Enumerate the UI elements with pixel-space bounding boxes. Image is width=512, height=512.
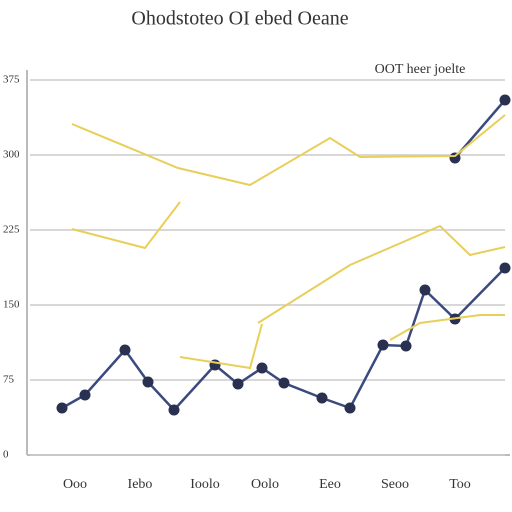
x-tick-label: Iebo <box>128 477 153 492</box>
x-tick-label: Seoo <box>381 477 409 492</box>
point-marker <box>119 344 131 356</box>
y-tick-label: 225 <box>3 224 20 236</box>
chart-title: Ohodstoteo OI ebed Oeane <box>131 8 348 30</box>
x-tick-label: Oolo <box>251 477 279 492</box>
y-tick-label: 300 <box>3 149 20 161</box>
y-tick-label: 375 <box>3 74 20 86</box>
point-marker <box>499 262 511 274</box>
point-marker <box>400 340 412 352</box>
legend-text: OOT heer joelte <box>375 62 466 77</box>
x-tick-label: Ooo <box>63 477 87 492</box>
point-marker <box>377 339 389 351</box>
y-tick-label: 150 <box>3 299 20 311</box>
point-marker <box>142 376 154 388</box>
point-marker <box>232 378 244 390</box>
series-line <box>71 114 506 370</box>
x-tick-label: Too <box>449 477 471 492</box>
point-marker <box>278 377 290 389</box>
point-marker <box>316 392 328 404</box>
point-marker <box>168 404 180 416</box>
y-tick-label: 0 <box>3 449 9 461</box>
x-tick-label: Eeo <box>319 477 341 492</box>
point-marker <box>344 402 356 414</box>
y-tick-label: 75 <box>3 374 15 386</box>
point-marker <box>449 152 461 164</box>
point-marker <box>499 94 511 106</box>
point-marker <box>79 389 91 401</box>
x-tick-label: Ioolo <box>190 477 220 492</box>
point-marker <box>256 362 268 374</box>
point-marker <box>56 402 68 414</box>
point-marker <box>419 284 431 296</box>
